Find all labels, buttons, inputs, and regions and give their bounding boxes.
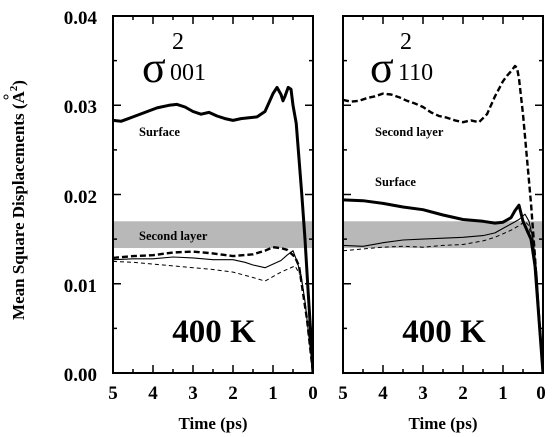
- x-tick-label: 3: [418, 383, 428, 404]
- series-line-thin-solid: [113, 250, 313, 373]
- x-tick-label: 0: [536, 383, 546, 404]
- y-tick-labels: 0.00 0.01 0.02 0.03 0.04: [64, 8, 98, 386]
- annotation-second-layer: Second layer: [375, 125, 444, 139]
- angstrom-ring: [3, 94, 9, 100]
- sigma-symbol: σ: [370, 43, 394, 92]
- series-line-thin-dashed: [343, 220, 543, 373]
- x-tick-label: 0: [308, 383, 318, 404]
- series-line-dashed: [113, 246, 313, 373]
- x-tick-labels: 5 4 3 2 1 0: [338, 383, 546, 404]
- panel-sigma-001: σ 2 001 Surface Second layer 400 K 5 4 3…: [108, 15, 318, 433]
- annotation-surface: Surface: [139, 125, 180, 139]
- y-tick-label: 0.04: [64, 8, 98, 29]
- x-tick-label: 2: [458, 383, 468, 404]
- x-axis-title: Time (ps): [178, 414, 247, 433]
- y-tick-label: 0.02: [64, 187, 97, 208]
- y-tick-label: 0.01: [64, 276, 97, 297]
- x-tick-label: 3: [188, 383, 198, 404]
- x-tick-label: 2: [228, 383, 238, 404]
- y-tick-label: 0.03: [64, 97, 97, 118]
- sigma-superscript: 2: [172, 29, 184, 55]
- sigma-superscript: 2: [400, 29, 412, 55]
- panel-sigma-110: σ 2 110 Second layer Surface 400 K 5 4 3…: [338, 15, 546, 433]
- x-tick-labels: 5 4 3 2 1 0: [108, 383, 318, 404]
- x-tick-label: 4: [148, 383, 158, 404]
- temperature-label: 400 K: [172, 314, 256, 350]
- shaded-band: [113, 221, 313, 249]
- temperature-label: 400 K: [402, 314, 486, 350]
- x-tick-label: 5: [338, 383, 348, 404]
- x-tick-label: 5: [108, 383, 118, 404]
- y-axis-title: Mean Square Displacements (A2): [8, 80, 28, 320]
- x-tick-label: 4: [378, 383, 388, 404]
- series-line-thick-solid: [113, 85, 313, 373]
- y-tick-label: 0.00: [64, 365, 97, 386]
- annotation-surface: Surface: [375, 175, 416, 189]
- sigma-symbol: σ: [142, 43, 166, 92]
- x-tick-label: 1: [268, 383, 278, 404]
- sigma-subscript: 110: [398, 60, 433, 86]
- x-tick-label: 1: [498, 383, 508, 404]
- series-line-thin-solid: [343, 213, 543, 373]
- sigma-subscript: 001: [170, 60, 206, 86]
- series-line-dashed: [343, 64, 543, 373]
- annotation-second-layer: Second layer: [139, 229, 208, 243]
- x-axis-title: Time (ps): [408, 414, 477, 433]
